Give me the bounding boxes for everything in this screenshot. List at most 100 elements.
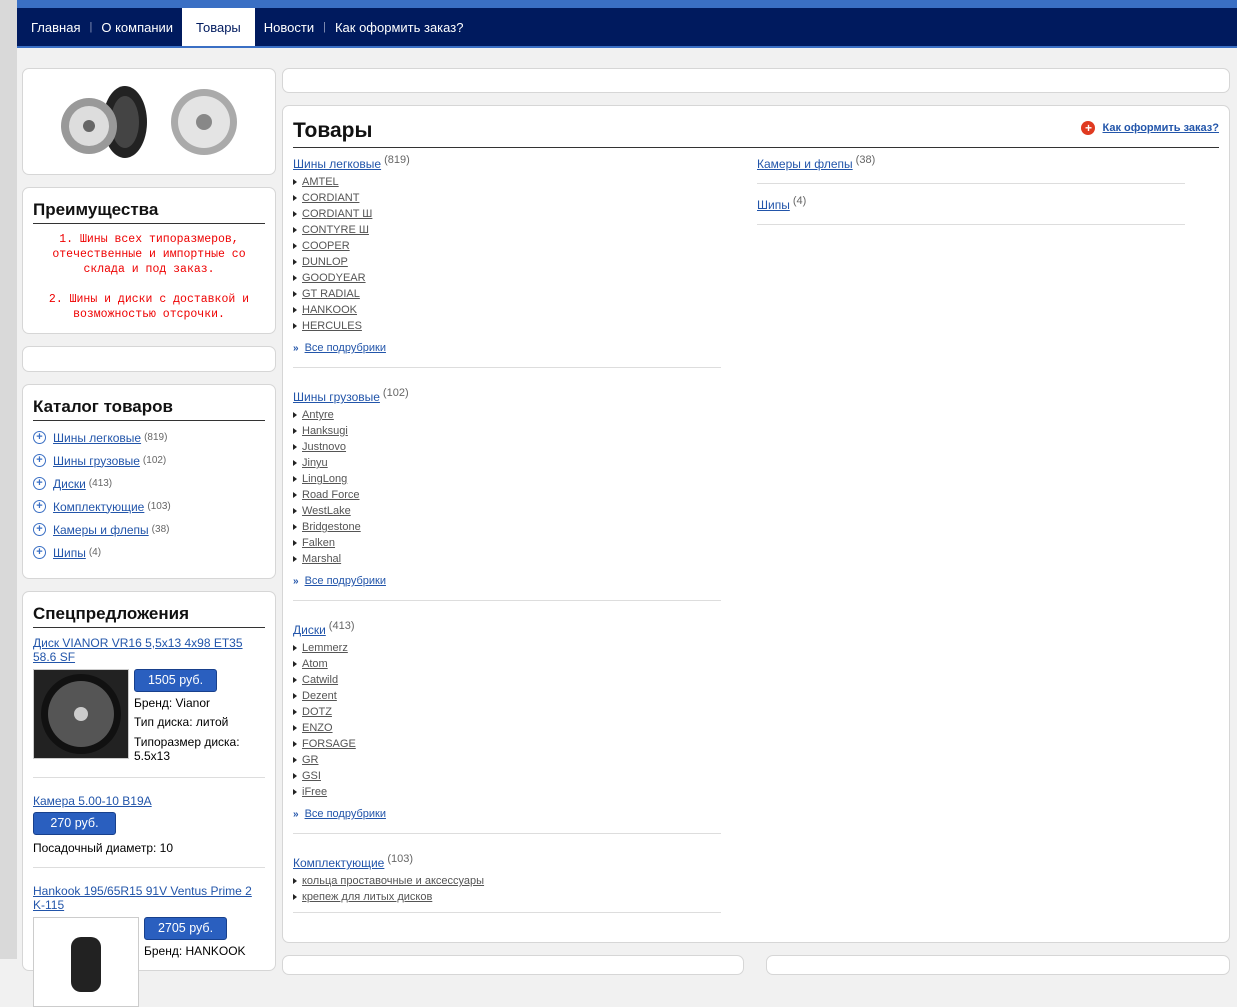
plus-icon[interactable]: +: [33, 431, 46, 444]
subcategory-item[interactable]: GT RADIAL: [293, 286, 721, 302]
catalog-item[interactable]: + Шины грузовые (102): [23, 449, 275, 472]
catalog-link[interactable]: Шины грузовые: [53, 453, 140, 468]
plus-icon[interactable]: +: [33, 523, 46, 536]
price-button[interactable]: 270 руб.: [33, 812, 116, 835]
catalog-item[interactable]: + Шины легковые (819): [23, 426, 275, 449]
subcategory-item[interactable]: WestLake: [293, 503, 721, 519]
subcategory-link[interactable]: GR: [302, 754, 319, 766]
plus-icon[interactable]: +: [33, 500, 46, 513]
product-image[interactable]: [33, 669, 129, 759]
subcategory-item[interactable]: DOTZ: [293, 704, 721, 720]
subcategory-item[interactable]: GSI: [293, 768, 721, 784]
nav-how-to-order[interactable]: Как оформить заказ?: [334, 19, 464, 35]
subcategory-link[interactable]: Jinyu: [302, 457, 328, 469]
subcategory-link[interactable]: LingLong: [302, 473, 348, 485]
product-image[interactable]: [33, 917, 139, 1007]
subcategory-item[interactable]: CORDIANT Ш: [293, 206, 721, 222]
subcategory-item[interactable]: Bridgestone: [293, 519, 721, 535]
nav-home[interactable]: Главная: [31, 19, 81, 35]
subcategory-link[interactable]: Catwild: [302, 674, 339, 686]
subcategory-link[interactable]: CORDIANT: [302, 192, 360, 204]
subcategory-link[interactable]: Lemmerz: [302, 642, 348, 654]
subcategory-item[interactable]: Falken: [293, 535, 721, 551]
subcategory-link[interactable]: GSI: [302, 770, 321, 782]
subcategory-item[interactable]: FORSAGE: [293, 736, 721, 752]
subcategory-item[interactable]: CONTYRE Ш: [293, 222, 721, 238]
nav-news[interactable]: Новости: [263, 19, 315, 35]
subcategory-link[interactable]: Hanksugi: [302, 425, 348, 437]
subcategory-item[interactable]: Atom: [293, 656, 721, 672]
subcategory-link[interactable]: COOPER: [302, 240, 350, 252]
catalog-item[interactable]: + Шипы (4): [23, 541, 275, 564]
subcategory-item[interactable]: HANKOOK: [293, 302, 721, 318]
subcategory-link[interactable]: ENZO: [302, 722, 333, 734]
subcategory-item[interactable]: Catwild: [293, 672, 721, 688]
all-subcategories-link[interactable]: Все подрубрики: [304, 808, 386, 820]
catalog-link[interactable]: Камеры и флепы: [53, 522, 149, 537]
subcategory-link[interactable]: Bridgestone: [302, 521, 361, 533]
subcategory-item[interactable]: GOODYEAR: [293, 270, 721, 286]
subcategory-link[interactable]: DUNLOP: [302, 256, 348, 268]
subcategory-item[interactable]: COOPER: [293, 238, 721, 254]
subcategory-item[interactable]: Road Force: [293, 487, 721, 503]
subcategory-link[interactable]: Dezent: [302, 690, 337, 702]
subcategory-item[interactable]: GR: [293, 752, 721, 768]
subcategory-item[interactable]: Jinyu: [293, 455, 721, 471]
subcategory-item[interactable]: крепеж для литых дисков: [293, 889, 721, 905]
subcategory-item[interactable]: iFree: [293, 784, 721, 800]
section-link[interactable]: Шипы: [757, 198, 790, 212]
subcategory-link[interactable]: WestLake: [302, 505, 351, 517]
catalog-link[interactable]: Шины легковые: [53, 430, 142, 445]
price-button[interactable]: 2705 руб.: [144, 917, 227, 940]
subcategory-item[interactable]: Marshal: [293, 551, 721, 567]
subcategory-link[interactable]: HERCULES: [302, 320, 362, 332]
subcategory-item[interactable]: ENZO: [293, 720, 721, 736]
subcategory-link[interactable]: кольца проставочные и аксессуары: [302, 875, 485, 887]
special-title[interactable]: Диск VIANOR VR16 5,5x13 4x98 ET35 58.6 S…: [33, 636, 243, 664]
subcategory-item[interactable]: Antyre: [293, 407, 721, 423]
subcategory-link[interactable]: GT RADIAL: [302, 288, 360, 300]
subcategory-item[interactable]: HERCULES: [293, 318, 721, 334]
plus-icon[interactable]: +: [33, 546, 46, 559]
subcategory-link[interactable]: Antyre: [302, 409, 334, 421]
how-to-order-link[interactable]: Как оформить заказ?: [1102, 122, 1219, 134]
nav-products[interactable]: Товары: [182, 8, 255, 46]
subcategory-item[interactable]: Hanksugi: [293, 423, 721, 439]
subcategory-link[interactable]: iFree: [302, 786, 328, 798]
nav-about[interactable]: О компании: [101, 19, 174, 35]
subcategory-link[interactable]: Justnovo: [302, 441, 347, 453]
plus-icon[interactable]: +: [33, 454, 46, 467]
special-title[interactable]: Камера 5.00-10 B19A: [33, 794, 152, 808]
section-link[interactable]: Шины грузовые: [293, 390, 380, 404]
subcategory-item[interactable]: LingLong: [293, 471, 721, 487]
subcategory-link[interactable]: GOODYEAR: [302, 272, 366, 284]
subcategory-link[interactable]: DOTZ: [302, 706, 332, 718]
subcategory-item[interactable]: кольца проставочные и аксессуары: [293, 873, 721, 889]
catalog-item[interactable]: + Комплектующие (103): [23, 495, 275, 518]
subcategory-item[interactable]: DUNLOP: [293, 254, 721, 270]
section-link[interactable]: Шины легковые: [293, 157, 382, 171]
catalog-link[interactable]: Комплектующие: [53, 499, 145, 514]
catalog-item[interactable]: + Камеры и флепы (38): [23, 518, 275, 541]
subcategory-item[interactable]: Justnovo: [293, 439, 721, 455]
section-link[interactable]: Камеры и флепы: [757, 157, 853, 171]
subcategory-link[interactable]: Atom: [302, 658, 328, 670]
all-subcategories-link[interactable]: Все подрубрики: [304, 342, 386, 354]
subcategory-link[interactable]: Marshal: [302, 553, 342, 565]
subcategory-link[interactable]: AMTEL: [302, 176, 339, 188]
subcategory-item[interactable]: CORDIANT: [293, 190, 721, 206]
catalog-link[interactable]: Диски: [53, 476, 86, 491]
catalog-item[interactable]: + Диски (413): [23, 472, 275, 495]
subcategory-item[interactable]: Dezent: [293, 688, 721, 704]
order-link[interactable]: + Как оформить заказ?: [1081, 121, 1219, 135]
subcategory-item[interactable]: Lemmerz: [293, 640, 721, 656]
all-subcategories-link[interactable]: Все подрубрики: [304, 575, 386, 587]
subcategory-link[interactable]: CORDIANT Ш: [302, 208, 373, 220]
subcategory-link[interactable]: CONTYRE Ш: [302, 224, 369, 236]
plus-icon[interactable]: +: [33, 477, 46, 490]
subcategory-link[interactable]: Falken: [302, 537, 336, 549]
price-button[interactable]: 1505 руб.: [134, 669, 217, 692]
subcategory-link[interactable]: Road Force: [302, 489, 360, 501]
section-link[interactable]: Комплектующие: [293, 856, 385, 870]
subcategory-link[interactable]: FORSAGE: [302, 738, 356, 750]
